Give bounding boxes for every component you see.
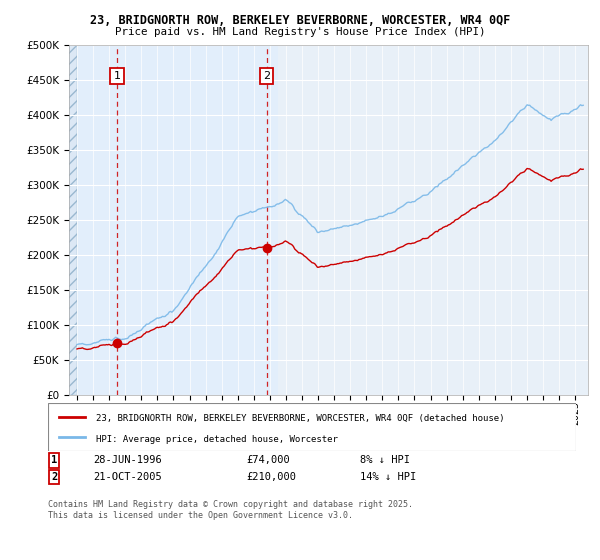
Text: £210,000: £210,000: [246, 472, 296, 482]
Text: 23, BRIDGNORTH ROW, BERKELEY BEVERBORNE, WORCESTER, WR4 0QF: 23, BRIDGNORTH ROW, BERKELEY BEVERBORNE,…: [90, 14, 510, 27]
Text: 1: 1: [51, 455, 57, 465]
Text: 1: 1: [113, 71, 121, 81]
Text: 21-OCT-2005: 21-OCT-2005: [93, 472, 162, 482]
Text: 28-JUN-1996: 28-JUN-1996: [93, 455, 162, 465]
Text: 2: 2: [51, 472, 57, 482]
Text: £74,000: £74,000: [246, 455, 290, 465]
Text: HPI: Average price, detached house, Worcester: HPI: Average price, detached house, Worc…: [95, 435, 337, 444]
Text: 23, BRIDGNORTH ROW, BERKELEY BEVERBORNE, WORCESTER, WR4 0QF (detached house): 23, BRIDGNORTH ROW, BERKELEY BEVERBORNE,…: [95, 414, 504, 423]
FancyBboxPatch shape: [48, 403, 576, 451]
Bar: [77, 45, 278, 395]
Bar: [69, 45, 77, 395]
Text: 14% ↓ HPI: 14% ↓ HPI: [360, 472, 416, 482]
Text: Price paid vs. HM Land Registry's House Price Index (HPI): Price paid vs. HM Land Registry's House …: [115, 27, 485, 37]
Text: Contains HM Land Registry data © Crown copyright and database right 2025.
This d: Contains HM Land Registry data © Crown c…: [48, 500, 413, 520]
Text: 2: 2: [263, 71, 270, 81]
Text: 8% ↓ HPI: 8% ↓ HPI: [360, 455, 410, 465]
